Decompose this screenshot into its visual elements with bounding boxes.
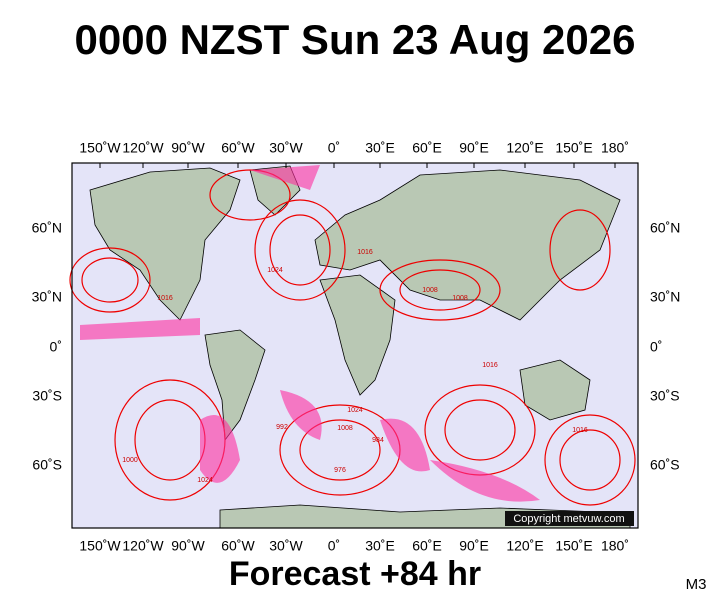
contour-label: 984 — [372, 437, 384, 444]
forecast-label: Forecast +84 hr — [229, 555, 481, 593]
top-lon-label: 180˚ — [601, 140, 629, 156]
precipitation — [80, 165, 540, 502]
contour-label: 1008 — [452, 295, 468, 302]
land — [89, 165, 631, 529]
copyright-box — [505, 511, 634, 526]
top-lon-label: 120˚E — [506, 140, 543, 156]
bottom-lon-label: 180˚ — [601, 538, 629, 554]
bottom-lon-label: 90˚E — [459, 538, 489, 554]
left-lat-label: 60˚N — [32, 220, 62, 236]
contour-label: 1016 — [572, 427, 588, 434]
right-lat-label: 0˚ — [650, 339, 662, 355]
contour-labels: 1016 1024 1016 1008 1008 1016 1024 1008 1000 992 9… — [122, 249, 588, 484]
top-lon-label: 150˚W — [79, 140, 121, 156]
top-lon-label: 150˚E — [555, 140, 592, 156]
left-lat-label: 0˚ — [50, 339, 62, 355]
contour-label: 1008 — [422, 287, 438, 294]
bottom-lon-label: 120˚W — [122, 538, 164, 554]
top-lon-label: 90˚E — [459, 140, 489, 156]
right-lat-label: 60˚N — [650, 220, 680, 236]
top-lon-label: 120˚W — [122, 140, 164, 156]
contour-label: 992 — [276, 424, 288, 431]
map-frame — [71, 162, 639, 529]
top-lon-label: 60˚W — [221, 140, 255, 156]
bottom-lon-label: 30˚W — [269, 538, 303, 554]
right-lat-label: 30˚N — [650, 289, 680, 305]
bottom-lon-label: 120˚E — [506, 538, 543, 554]
axis-labels: 150˚W 120˚W 90˚W 60˚W 30˚W 0˚ 30˚E 60˚E 90˚E 120˚… — [32, 140, 681, 554]
bottom-lon-label: 60˚W — [221, 538, 255, 554]
top-lon-label: 60˚E — [412, 140, 442, 156]
bottom-lon-label: 0˚ — [328, 538, 340, 554]
contour-label: 1024 — [347, 407, 363, 414]
contour-label: 1024 — [197, 477, 213, 484]
left-lat-label: 30˚S — [32, 388, 62, 404]
left-lat-label: 30˚N — [32, 289, 62, 305]
bottom-lon-label: 60˚E — [412, 538, 442, 554]
bottom-lon-label: 150˚W — [79, 538, 121, 554]
bottom-lon-label: 30˚E — [365, 538, 395, 554]
right-lat-label: 60˚S — [650, 457, 680, 473]
map: 1016 1024 1016 1008 1008 1016 1024 1008 1000 992 9… — [69, 162, 639, 529]
right-lat-label: 30˚S — [650, 388, 680, 404]
contour-label: 1008 — [337, 425, 353, 432]
left-lat-label: 60˚S — [32, 457, 62, 473]
contour-label: 976 — [334, 467, 346, 474]
top-lon-label: 0˚ — [328, 140, 340, 156]
bottom-lon-label: 150˚E — [555, 538, 592, 554]
contour-label: 1016 — [157, 295, 173, 302]
top-lon-label: 30˚W — [269, 140, 303, 156]
contour-label: 1016 — [357, 249, 373, 256]
bottom-lon-label: 90˚W — [171, 538, 205, 554]
contour-label: 1016 — [482, 362, 498, 369]
contour-label: 1024 — [267, 267, 283, 274]
title: 0000 NZST Sun 23 Aug 2026 — [75, 16, 636, 63]
top-lon-label: 30˚E — [365, 140, 395, 156]
copyright: Copyright metvuw.com — [513, 513, 624, 525]
top-lon-label: 90˚W — [171, 140, 205, 156]
model-label: M3 — [686, 576, 707, 593]
contour-label: 1000 — [122, 457, 138, 464]
isobars — [69, 169, 636, 506]
